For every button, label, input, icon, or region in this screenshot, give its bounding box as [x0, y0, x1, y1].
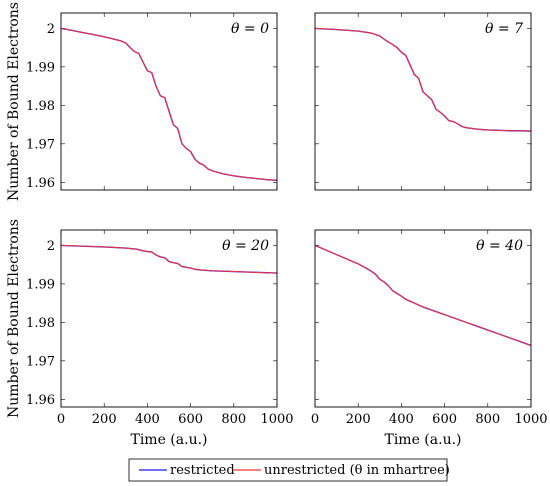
x-tick-label: 1000: [514, 412, 547, 427]
series-line-unrestricted: [60, 244, 278, 274]
x-tick-label: 600: [178, 412, 203, 427]
panel-title: θ = 7: [485, 21, 523, 37]
x-tick-label: 200: [346, 412, 371, 427]
x-tick-label: 0: [311, 412, 319, 427]
y-axis-label: Number of Bound Electrons: [6, 2, 22, 201]
panel-1: 2 1.99 1.98 1.97 1.96 θ = 0 Number of Bound El…: [6, 2, 278, 201]
axes-frame: [60, 12, 278, 191]
x-axis-label: Time (a.u.): [130, 432, 207, 448]
axes-frame: [314, 229, 532, 408]
x-axis-label: Time (a.u.): [384, 432, 461, 448]
x-tick-label: 1000: [260, 412, 293, 427]
panel-2: θ = 7: [314, 12, 532, 191]
y-tick-label: 1.98: [26, 99, 55, 114]
x-tick-label: 800: [221, 412, 246, 427]
series-line-restricted: [314, 244, 532, 347]
y-tick-label: 1.97: [26, 354, 55, 369]
panel-title: θ = 40: [476, 238, 523, 254]
legend-label-restricted: restricted: [170, 463, 235, 478]
y-tick-label: 1.98: [26, 316, 55, 331]
series-line-unrestricted: [60, 27, 278, 181]
y-tick-label: 1.97: [26, 137, 55, 152]
panel-title: θ = 20: [222, 238, 269, 254]
series-line-unrestricted: [314, 244, 532, 346]
panel-title: θ = 0: [231, 21, 269, 37]
x-tick-label: 400: [389, 412, 414, 427]
legend-box: [128, 458, 448, 482]
series-line-restricted: [314, 27, 532, 132]
legend: restricted unrestricted (θ in mhartree): [128, 458, 450, 482]
series-line-restricted: [60, 27, 278, 182]
y-tick-label: 1.96: [26, 393, 55, 408]
chart-panels: 2 1.99 1.98 1.97 1.96 θ = 0 Number of Bound El…: [6, 2, 548, 448]
y-tick-label: 1.99: [26, 60, 55, 75]
x-tick-label: 0: [57, 412, 65, 427]
y-tick-label: 2: [47, 239, 55, 254]
panel-4: 0 200 400 600 800 1000 θ = 40 Time (a.u.): [311, 229, 548, 448]
panel-3: 2 1.99 1.98 1.97 1.960 200 400 600 800 1000 θ = 20…: [6, 219, 294, 448]
x-tick-label: 200: [92, 412, 117, 427]
series-line-unrestricted: [314, 27, 532, 132]
legend-label-unrestricted: unrestricted (θ in mhartree): [264, 463, 450, 478]
axes-frame: [60, 229, 278, 408]
y-axis-label: Number of Bound Electrons: [6, 219, 22, 418]
axes-frame: [314, 12, 532, 191]
x-tick-label: 400: [135, 412, 160, 427]
x-tick-label: 600: [432, 412, 457, 427]
y-tick-label: 2: [47, 22, 55, 37]
x-tick-label: 800: [475, 412, 500, 427]
y-tick-label: 1.96: [26, 176, 55, 191]
y-tick-label: 1.99: [26, 277, 55, 292]
